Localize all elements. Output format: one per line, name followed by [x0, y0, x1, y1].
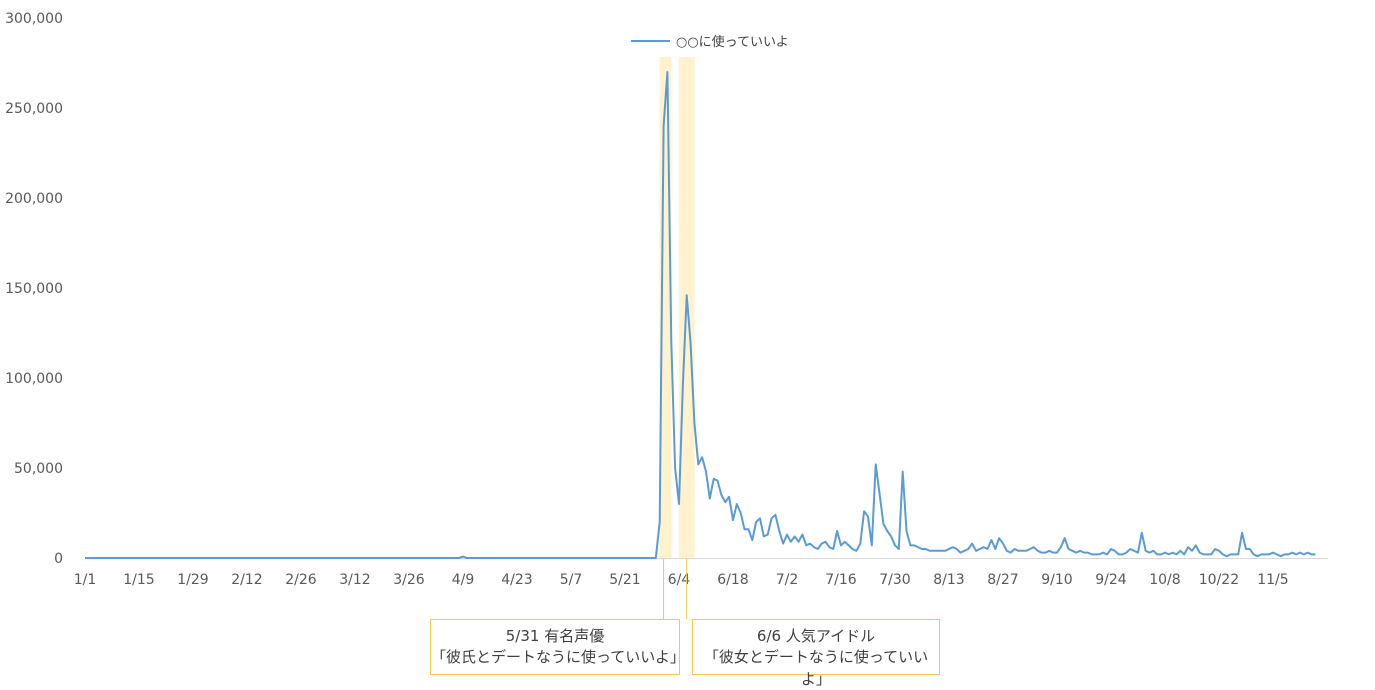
x-tick-label: 7/2	[776, 572, 799, 588]
x-tick-label: 10/8	[1149, 572, 1180, 588]
x-tick-label: 8/27	[987, 572, 1018, 588]
x-tick-label: 3/26	[393, 572, 425, 588]
annotation-title: 6/6 人気アイドル	[756, 627, 876, 645]
x-tick-label: 1/15	[123, 572, 154, 588]
annotation-box-6-6: 6/6 人気アイドル 「彼女とデートなうに使っていいよ」	[692, 619, 940, 688]
x-tick-label: 2/12	[231, 572, 262, 588]
y-tick-label: 250,000	[5, 101, 63, 117]
y-tick-label: 0	[54, 551, 63, 567]
x-tick-label: 5/21	[609, 572, 640, 588]
annotation-title: 5/31 有名声優	[505, 627, 605, 645]
y-axis: 0 50,000 100,000 150,000 200,000 250,000 300,0…	[5, 11, 63, 567]
x-tick-label: 7/16	[825, 572, 857, 588]
x-tick-label: 9/10	[1041, 572, 1072, 588]
x-tick-label: 4/9	[452, 572, 475, 588]
annotation-quote: 「彼氏とデートなうに使っていいよ」	[431, 648, 685, 666]
x-tick-label: 9/24	[1095, 572, 1127, 588]
x-tick-label: 3/12	[339, 572, 370, 588]
x-tick-label: 1/29	[177, 572, 208, 588]
y-tick-label: 200,000	[5, 191, 63, 207]
x-tick-label: 8/13	[933, 572, 964, 588]
x-tick-label: 10/22	[1199, 572, 1239, 588]
x-tick-label: 4/23	[501, 572, 532, 588]
x-tick-label: 5/7	[560, 572, 583, 588]
x-tick-label: 2/26	[285, 572, 317, 588]
legend-label: ○○に使っていいよ	[676, 34, 789, 50]
annotation-connectors	[663, 558, 688, 619]
y-tick-label: 100,000	[5, 371, 63, 387]
annotation-quote: 「彼女とデートなうに使っていいよ」	[703, 648, 929, 688]
y-tick-label: 150,000	[5, 281, 63, 297]
legend: ○○に使っていいよ	[631, 34, 789, 50]
y-tick-label: 50,000	[14, 461, 63, 477]
x-tick-label: 7/30	[879, 572, 910, 588]
series-line-0	[85, 71, 1316, 559]
x-tick-label: 11/5	[1257, 572, 1288, 588]
x-tick-label: 6/18	[717, 572, 748, 588]
highlight-band-0	[659, 57, 672, 558]
annotation-box-5-31: 5/31 有名声優 「彼氏とデートなうに使っていいよ」	[430, 619, 685, 675]
y-tick-label: 300,000	[5, 11, 63, 27]
x-axis: 1/1 1/15 1/29 2/12 2/26 3/12 3/26 4/9 4/23 5/7 5/2…	[74, 572, 1289, 588]
x-tick-label: 6/4	[668, 572, 691, 588]
x-tick-label: 1/1	[74, 572, 97, 588]
series-group	[85, 71, 1316, 559]
